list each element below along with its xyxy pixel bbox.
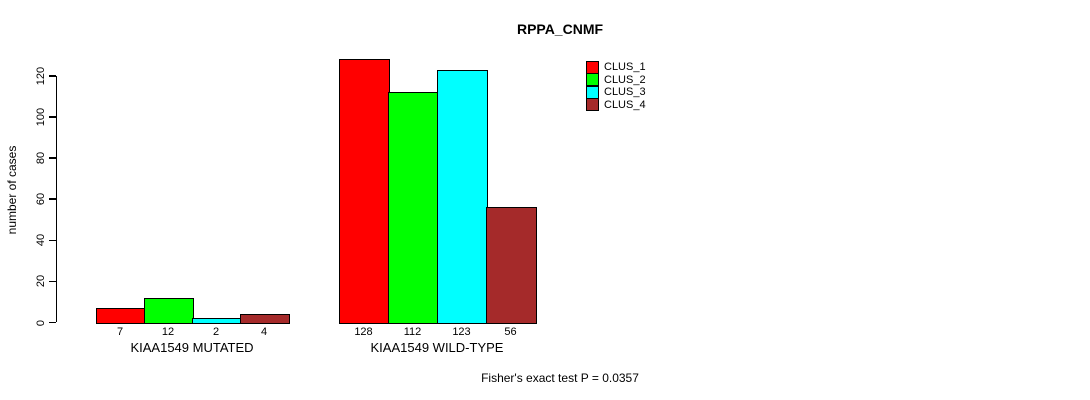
legend-label: CLUS_1: [604, 61, 646, 74]
y-tick-mark: [48, 280, 56, 283]
y-tick-mark: [48, 239, 56, 242]
legend-swatch-icon: [586, 85, 599, 99]
y-tick-label: 120: [35, 66, 47, 86]
legend-item-clus_3: CLUS_3: [586, 85, 646, 99]
legend: CLUS_1 CLUS_2 CLUS_3 CLUS_4: [586, 60, 646, 112]
chart-title: RPPA_CNMF: [516, 21, 604, 37]
bar-value-label: 2: [212, 326, 220, 338]
y-tick-mark: [48, 321, 56, 324]
y-tick-label: 0: [35, 319, 47, 326]
bar-clus_4-group1: [240, 314, 290, 324]
bar-clus_3-group2: [437, 69, 488, 324]
bar-clus_4-group2: [486, 207, 537, 324]
y-tick-label: 20: [35, 275, 47, 288]
y-tick-mark: [48, 198, 56, 200]
y-tick-mark: [48, 75, 56, 77]
bar-value-label: 7: [116, 326, 124, 338]
legend-item-clus_1: CLUS_1: [586, 60, 646, 74]
x-group-label: KIAA1549 MUTATED: [130, 340, 254, 355]
legend-item-clus_4: CLUS_4: [586, 98, 646, 112]
bar-clus_2-group1: [144, 297, 194, 324]
bar-value-label: 4: [260, 326, 268, 338]
y-axis-title: number of cases: [5, 145, 19, 235]
bar-value-label: 56: [504, 326, 517, 338]
bar-value-label: 12: [161, 326, 175, 338]
bar-clus_3-group1: [192, 318, 242, 324]
pvalue-annotation: Fisher's exact test P = 0.0357: [481, 371, 639, 385]
x-group-label: KIAA1549 WILD-TYPE: [370, 340, 504, 355]
y-tick-label: 60: [35, 193, 47, 206]
legend-label: CLUS_4: [604, 98, 646, 111]
legend-swatch-icon: [586, 98, 599, 112]
bar-clus_1-group2: [339, 59, 390, 324]
legend-swatch-icon: [586, 60, 599, 74]
y-tick-label: 100: [35, 107, 47, 127]
y-tick-mark: [48, 157, 56, 159]
bar-value-label: 128: [354, 326, 373, 338]
legend-swatch-icon: [586, 73, 599, 87]
legend-label: CLUS_2: [604, 73, 646, 86]
bar-value-label: 123: [452, 326, 471, 338]
legend-item-clus_2: CLUS_2: [586, 73, 646, 87]
bar-value-label: 112: [403, 326, 422, 338]
y-tick-label: 40: [35, 234, 47, 247]
bar-clus_1-group1: [96, 308, 146, 324]
y-axis-line: [55, 75, 57, 323]
bar-clus_2-group2: [388, 92, 439, 324]
legend-label: CLUS_3: [604, 86, 646, 99]
y-tick-label: 80: [35, 151, 47, 165]
y-tick-mark: [48, 116, 56, 118]
